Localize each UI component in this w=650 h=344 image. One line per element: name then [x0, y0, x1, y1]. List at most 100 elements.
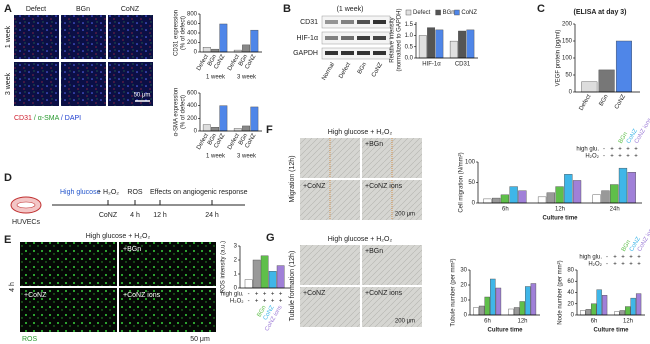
y-tick-label: 30: [460, 268, 467, 274]
bar-label: BGn: [599, 94, 610, 107]
bar: [435, 29, 444, 59]
y-tick-label: 0: [194, 129, 198, 135]
timeline-step: ROS: [127, 189, 143, 196]
y-tick-label: 600: [187, 21, 198, 27]
bar-label: CoNZ: [614, 94, 627, 111]
condition-sign: +: [610, 154, 614, 160]
tile-label: +CoNZ: [303, 290, 326, 297]
subtitle: (ELISA at day 3): [573, 9, 626, 16]
tile-label: +CoNZ ions: [365, 290, 403, 297]
condition-sign: +: [613, 262, 617, 268]
y-tick-label: 60: [567, 279, 574, 285]
condition-sign: +: [629, 262, 633, 268]
tile-label: +BGn: [365, 248, 383, 255]
lane-label: CoNZ: [371, 62, 384, 79]
bar-label: BGn: [207, 133, 218, 146]
bar: [202, 47, 211, 53]
y-tick-label: 20: [460, 283, 467, 289]
dish-icon: [10, 196, 42, 214]
bar: [508, 308, 514, 316]
bar: [219, 105, 228, 132]
bar: [500, 194, 510, 204]
condition-sign: +: [629, 255, 633, 261]
bar: [458, 30, 467, 59]
y-axis-label: Tubule number (per mm²): [451, 258, 457, 326]
bar: [242, 44, 251, 53]
bar-label: BGn: [207, 54, 218, 67]
condition-sign: -: [606, 262, 608, 268]
y-axis-label: VEGF protein (pg/ml): [556, 30, 562, 87]
bar: [427, 27, 436, 59]
side-label: Tubule formation (12h): [289, 251, 296, 322]
condition-sign: +: [634, 154, 638, 160]
column-header: Defect: [26, 6, 46, 13]
y-tick-label: 0.0: [405, 56, 414, 62]
condition-sign: +: [618, 154, 622, 160]
condition-sign: +: [255, 299, 259, 305]
condition-sign: +: [271, 292, 275, 298]
group-label: 12h: [555, 207, 565, 213]
x-axis-label: Culture time: [542, 216, 578, 222]
bar-label: BGn: [238, 54, 249, 67]
y-axis-label: (% of defect): [181, 95, 187, 129]
condition-sign: -: [603, 147, 605, 153]
bar: [252, 259, 261, 289]
legend-swatch: [405, 9, 412, 16]
bar: [276, 265, 285, 289]
condition-sign: +: [610, 147, 614, 153]
y-tick-label: 0: [472, 201, 476, 207]
y-axis-label: ROS intensity (a.u.): [221, 241, 227, 293]
bar-label: Defect: [579, 94, 593, 112]
bar: [601, 190, 610, 204]
group-label: HIF-1α: [422, 62, 441, 68]
bar: [260, 255, 269, 289]
legend-swatch: [435, 9, 441, 16]
bar: [615, 40, 632, 93]
panel-label: E: [4, 234, 11, 246]
y-tick-label: 2: [234, 258, 238, 264]
panel-label: A: [4, 3, 12, 15]
y-tick-label: 1.0: [405, 33, 414, 39]
legend-label: CoNZ: [461, 10, 477, 16]
y-tick-label: 20: [567, 301, 574, 307]
y-tick-label: 400: [187, 31, 198, 37]
bar: [202, 124, 211, 132]
condition-sign: +: [613, 255, 617, 261]
timeline-step: + H₂O₂: [97, 189, 119, 196]
y-tick-label: 0: [194, 50, 198, 56]
condition-label: BGn: [618, 131, 629, 144]
bar: [601, 295, 608, 316]
y-tick-label: 0: [464, 313, 468, 319]
bar: [585, 309, 591, 316]
y-tick-label: 600: [187, 91, 198, 97]
bar: [466, 29, 475, 59]
bar: [211, 126, 220, 132]
condition-sign: +: [618, 147, 622, 153]
condition-name: H₂O₂: [588, 262, 602, 268]
bar: [418, 35, 427, 59]
y-tick-label: 200: [187, 40, 198, 46]
condition-sign: +: [279, 292, 283, 298]
bar: [598, 69, 615, 93]
group-label: 6h: [502, 207, 509, 213]
lane-label: Normal: [321, 62, 336, 82]
scale-bar: 50 μm: [134, 93, 151, 99]
blot-label: GAPDH: [293, 50, 318, 57]
bar: [478, 305, 485, 316]
image-grid: [300, 138, 422, 220]
bar: [591, 303, 597, 316]
bar: [537, 196, 547, 204]
y-tick-label: 0.5: [405, 44, 414, 50]
blot-label: CD31: [300, 19, 318, 26]
group-label: 1 week: [206, 75, 226, 81]
timeline: [52, 200, 245, 206]
y-tick-label: 1.5: [405, 22, 414, 28]
side-label: Migration (12h): [289, 155, 296, 202]
panel-label: F: [266, 124, 273, 136]
tile-label: +CoNZ: [303, 183, 326, 190]
image-grid: [20, 242, 216, 332]
bar: [233, 128, 242, 132]
y-tick-label: 100: [465, 160, 476, 166]
bar: [546, 192, 555, 204]
bar: [630, 297, 636, 316]
